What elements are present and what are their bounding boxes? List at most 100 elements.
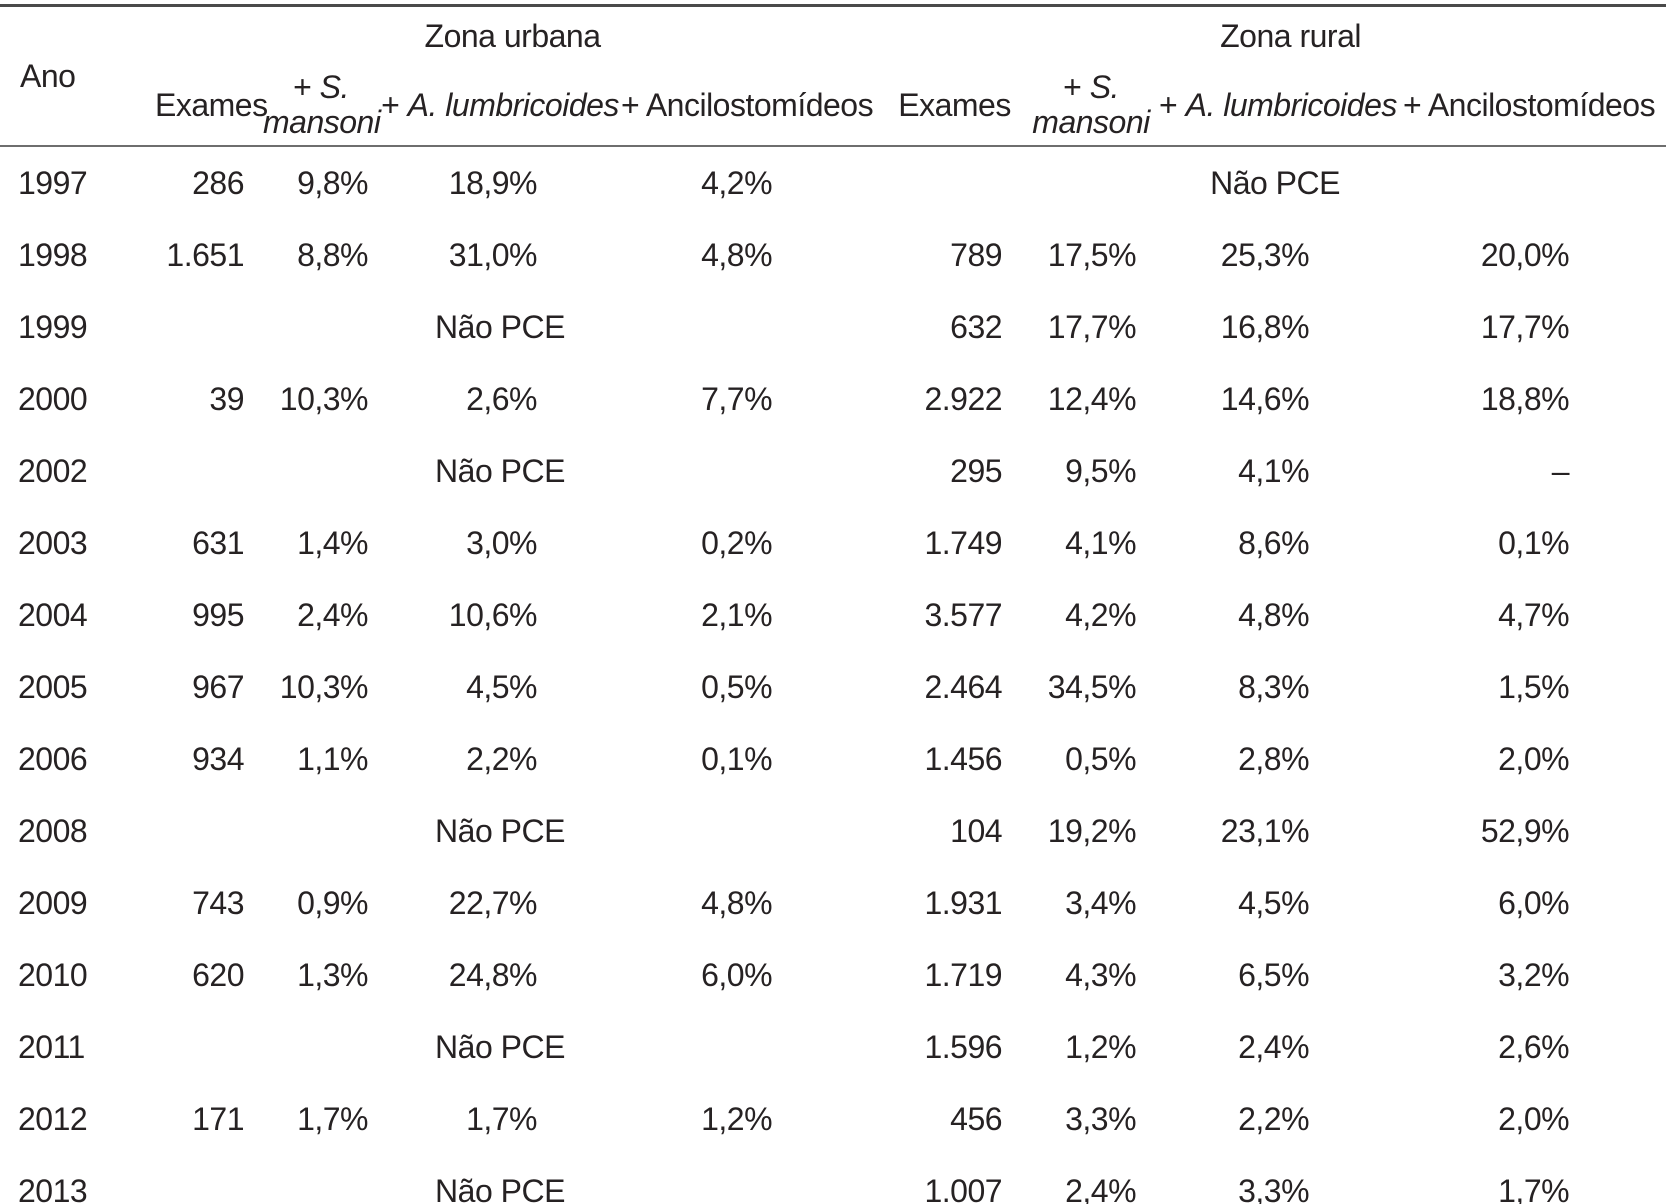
rural-mansoni-cell: 4,3% xyxy=(1065,956,1137,993)
empty-cell xyxy=(262,1155,380,1204)
urban-ancilostomideos-cell: 2,1% xyxy=(701,596,773,633)
rural-ancilostomideos-cell: 2,0% xyxy=(1498,1100,1570,1137)
urban-mansoni-cell: 10,3% xyxy=(279,380,369,417)
empty-cell xyxy=(130,1155,262,1204)
urban-exames-header: Exames xyxy=(155,86,268,123)
urban-lumbricoides-cell: 22,7% xyxy=(448,884,538,921)
rural-lumbricoides-cell: 4,1% xyxy=(1238,452,1310,489)
table-row: 2008 Não PCE 104 19,2% 23,1% 52,9% xyxy=(0,795,1666,867)
species-name: A. lumbricoides xyxy=(407,86,620,123)
rural-mansoni-cell: 4,2% xyxy=(1065,596,1137,633)
species-abbr: S. xyxy=(319,69,350,106)
rural-mansoni-cell: 0,5% xyxy=(1065,740,1137,777)
urban-ancilostomideos-cell: 4,8% xyxy=(701,236,773,273)
urban-lumbricoides-cell: 18,9% xyxy=(448,164,538,201)
empty-cell xyxy=(1024,146,1158,219)
table-row: 2003 631 1,4% 3,0% 0,2% 1.749 4,1% 8,6% 0,1% xyxy=(0,507,1666,579)
empty-cell xyxy=(130,1011,262,1083)
year-cell: 1997 xyxy=(18,164,88,201)
rural-exames-cell: 1.596 xyxy=(924,1028,1003,1065)
rural-lumbricoides-cell: 16,8% xyxy=(1220,308,1310,345)
year-cell: 1998 xyxy=(18,236,88,273)
urban-mansoni-cell: 9,8% xyxy=(297,164,368,201)
urban-exames-cell: 995 xyxy=(192,596,244,633)
plus-sign: + xyxy=(1159,86,1178,123)
rural-lumbricoides-cell: 4,8% xyxy=(1238,596,1310,633)
urban-ancilostomideos-header: + Ancilostomídeos xyxy=(621,86,874,123)
rural-lumbricoides-cell: 6,5% xyxy=(1238,956,1310,993)
urban-ancilostomideos-cell: 1,2% xyxy=(701,1100,773,1137)
urban-exames-cell: 934 xyxy=(192,740,244,777)
urban-exames-cell: 286 xyxy=(192,164,244,201)
empty-cell xyxy=(620,795,836,867)
table-row: 2004 995 2,4% 10,6% 2,1% 3.577 4,2% 4,8% 4,7% xyxy=(0,579,1666,651)
rural-mansoni-cell: 3,3% xyxy=(1065,1100,1137,1137)
table-row: 2012 171 1,7% 1,7% 1,2% 456 3,3% 2,2% 2,0% xyxy=(0,1083,1666,1155)
urban-exames-cell: 171 xyxy=(192,1100,244,1137)
table-row: 2006 934 1,1% 2,2% 0,1% 1.456 0,5% 2,8% 2,0% xyxy=(0,723,1666,795)
empty-cell xyxy=(836,146,1024,219)
empty-cell xyxy=(262,435,380,507)
no-pce-cell: Não PCE xyxy=(435,1028,565,1065)
rural-mansoni-cell: 9,5% xyxy=(1065,452,1137,489)
rural-ancilostomideos-cell: 6,0% xyxy=(1498,884,1570,921)
rural-mansoni-cell: 1,2% xyxy=(1065,1028,1137,1065)
urban-ancilostomideos-cell: 7,7% xyxy=(701,380,773,417)
year-cell: 2009 xyxy=(18,884,88,921)
urban-ancilostomideos-cell: 0,2% xyxy=(701,524,773,561)
urban-lumbricoides-cell: 31,0% xyxy=(448,236,538,273)
rural-a-lumbricoides-header: + A. lumbricoides xyxy=(1158,65,1397,146)
empty-cell xyxy=(1392,146,1666,219)
year-cell: 2013 xyxy=(18,1172,88,1204)
zone-group-header-row: Ano Zona urbana Zona rural xyxy=(0,6,1666,94)
empty-cell xyxy=(130,435,262,507)
empty-cell xyxy=(620,1011,836,1083)
empty-cell xyxy=(620,1155,836,1204)
column-header-row: Exames + S. mansoni + A. lumbricoides + A… xyxy=(0,65,1666,146)
urban-lumbricoides-cell: 24,8% xyxy=(448,956,538,993)
rural-exames-cell: 104 xyxy=(950,812,1003,849)
rural-exames-header: Exames xyxy=(898,86,1011,123)
urban-mansoni-cell: 1,1% xyxy=(297,740,368,777)
empty-cell xyxy=(620,435,836,507)
rural-ancilostomideos-cell: 52,9% xyxy=(1480,812,1570,849)
rural-mansoni-cell: 12,4% xyxy=(1047,380,1137,417)
parasitology-results-table: Ano Zona urbana Zona rural Exames + S. ma… xyxy=(0,4,1666,1204)
urban-exames-cell: 967 xyxy=(192,668,244,705)
rural-lumbricoides-cell: 8,6% xyxy=(1238,524,1310,561)
species-name: A. lumbricoides xyxy=(1185,86,1398,123)
rural-lumbricoides-cell: 14,6% xyxy=(1220,380,1310,417)
rural-lumbricoides-cell: 25,3% xyxy=(1220,236,1310,273)
rural-exames-cell: 1.931 xyxy=(924,884,1003,921)
plus-sign: + xyxy=(293,69,312,106)
plus-sign: + xyxy=(1063,69,1082,106)
rural-exames-cell: 2.922 xyxy=(924,380,1003,417)
year-cell: 2010 xyxy=(18,956,88,993)
table-row: 2000 39 10,3% 2,6% 7,7% 2.922 12,4% 14,6% 18,8% xyxy=(0,363,1666,435)
rural-exames-cell: 456 xyxy=(950,1100,1003,1137)
rural-exames-cell: 3.577 xyxy=(924,596,1003,633)
rural-ancilostomideos-cell: 18,8% xyxy=(1480,380,1570,417)
urban-ancilostomideos-cell: 0,1% xyxy=(701,740,773,777)
rural-ancilostomideos-cell: 2,6% xyxy=(1498,1028,1570,1065)
rural-mansoni-cell: 2,4% xyxy=(1065,1172,1137,1204)
no-pce-cell: Não PCE xyxy=(1210,164,1340,201)
rural-mansoni-cell: 34,5% xyxy=(1047,668,1137,705)
rural-s-mansoni-header: + S. mansoni xyxy=(1024,65,1158,146)
year-cell: 2002 xyxy=(18,452,88,489)
rural-ancilostomideos-cell: 3,2% xyxy=(1498,956,1570,993)
rural-mansoni-cell: 3,4% xyxy=(1065,884,1137,921)
rural-lumbricoides-cell: 2,2% xyxy=(1238,1100,1310,1137)
urban-mansoni-cell: 10,3% xyxy=(279,668,369,705)
empty-cell xyxy=(130,795,262,867)
rural-lumbricoides-cell: 3,3% xyxy=(1238,1172,1310,1204)
rural-exames-cell: 789 xyxy=(950,236,1003,273)
table-row: 2009 743 0,9% 22,7% 4,8% 1.931 3,4% 4,5% 6,0% xyxy=(0,867,1666,939)
species-abbr: S. xyxy=(1089,69,1120,106)
year-cell: 2000 xyxy=(18,380,88,417)
table-body: 1997 286 9,8% 18,9% 4,2% Não PCE 1998 1.651 8,8%… xyxy=(0,146,1666,1204)
urban-ancilostomideos-cell: 6,0% xyxy=(701,956,773,993)
empty-cell xyxy=(262,795,380,867)
year-cell: 2011 xyxy=(18,1028,85,1065)
urban-ancilostomideos-cell: 4,2% xyxy=(701,164,773,201)
